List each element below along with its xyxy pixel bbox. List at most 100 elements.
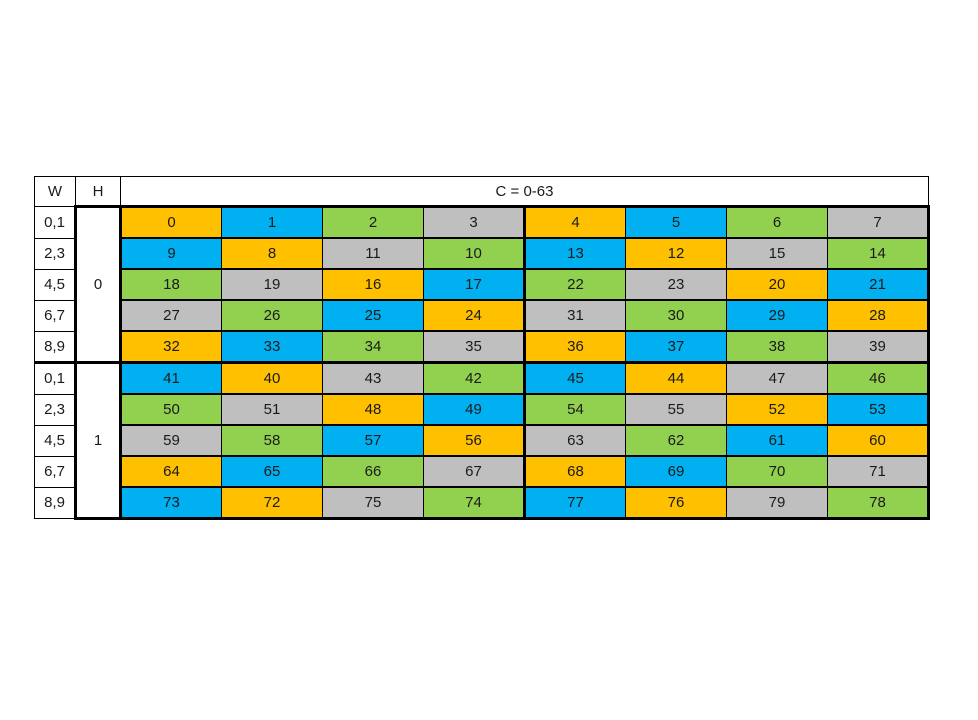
grid-cell: 65 xyxy=(221,455,323,488)
header-row: W H C = 0-63 xyxy=(34,176,929,207)
grid-cell: 29 xyxy=(726,299,828,332)
grid-cell: 46 xyxy=(827,361,930,395)
memory-layout-table: W H C = 0-63 0,1 0 0 1 2 3 4 5 6 7 2,3 9 8 11 10 13 12 15… xyxy=(34,176,930,520)
grid-cell: 57 xyxy=(322,424,424,457)
grid-cell: 22 xyxy=(523,268,626,301)
grid-cell: 28 xyxy=(827,299,930,332)
grid-cell: 68 xyxy=(523,455,626,488)
row-label: 8,9 xyxy=(34,330,76,364)
grid-cell: 64 xyxy=(119,455,222,488)
grid-cell: 77 xyxy=(523,486,626,520)
table-row: 2,3 9 8 11 10 13 12 15 14 xyxy=(34,237,930,270)
grid-cell: 24 xyxy=(423,299,526,332)
grid-cell: 9 xyxy=(119,237,222,270)
grid-cell: 36 xyxy=(523,330,626,364)
grid-cell: 47 xyxy=(726,361,828,395)
grid-cell: 66 xyxy=(322,455,424,488)
row-label: 8,9 xyxy=(34,486,76,519)
grid-cell: 78 xyxy=(827,486,930,520)
grid-cell: 8 xyxy=(221,237,323,270)
grid-cell: 34 xyxy=(322,330,424,364)
grid-cell: 15 xyxy=(726,237,828,270)
row-label: 6,7 xyxy=(34,455,76,488)
grid-cell: 61 xyxy=(726,424,828,457)
table-row: 2,3 50 51 48 49 54 55 52 53 xyxy=(34,393,930,426)
grid-cell: 79 xyxy=(726,486,828,520)
table-row: 4,5 59 58 57 56 63 62 61 60 xyxy=(34,424,930,457)
grid-cell: 74 xyxy=(423,486,526,520)
grid-cell: 1 xyxy=(221,205,323,239)
grid-cell: 5 xyxy=(625,205,727,239)
grid-cell: 20 xyxy=(726,268,828,301)
grid-cell: 4 xyxy=(523,205,626,239)
grid-cell: 40 xyxy=(221,361,323,395)
grid-cell: 50 xyxy=(119,393,222,426)
grid-cell: 23 xyxy=(625,268,727,301)
grid-cell: 25 xyxy=(322,299,424,332)
grid-cell: 31 xyxy=(523,299,626,332)
table-row: 0,1 1 41 40 43 42 45 44 47 46 xyxy=(34,361,930,520)
table-row: 6,7 64 65 66 67 68 69 70 71 xyxy=(34,455,930,488)
grid-cell: 35 xyxy=(423,330,526,364)
grid-cell: 72 xyxy=(221,486,323,520)
grid-cell: 49 xyxy=(423,393,526,426)
grid-cell: 73 xyxy=(119,486,222,520)
row-label: 0,1 xyxy=(34,362,76,395)
table-row: 0,1 0 0 1 2 3 4 5 6 7 xyxy=(34,205,930,364)
table-row: 8,9 32 33 34 35 36 37 38 39 xyxy=(34,330,930,364)
grid-cell: 52 xyxy=(726,393,828,426)
col-header-c: C = 0-63 xyxy=(120,176,929,207)
grid-cell: 6 xyxy=(726,205,828,239)
grid-cell: 53 xyxy=(827,393,930,426)
table-row: 6,7 27 26 25 24 31 30 29 28 xyxy=(34,299,930,332)
grid-cell: 26 xyxy=(221,299,323,332)
row-label: 4,5 xyxy=(34,268,76,301)
grid-cell: 60 xyxy=(827,424,930,457)
table-row: 8,9 73 72 75 74 77 76 79 78 xyxy=(34,486,930,520)
grid-cell: 37 xyxy=(625,330,727,364)
grid-cell: 41 xyxy=(119,361,222,395)
grid-cell: 10 xyxy=(423,237,526,270)
row-label: 2,3 xyxy=(34,393,76,426)
row-label: 4,5 xyxy=(34,424,76,457)
grid-cell: 11 xyxy=(322,237,424,270)
grid-cell: 17 xyxy=(423,268,526,301)
grid-cell: 63 xyxy=(523,424,626,457)
grid-cell: 2 xyxy=(322,205,424,239)
table-body: 0,1 0 0 1 2 3 4 5 6 7 2,3 9 8 11 10 13 12 15 14 4,5 18 19 16 17… xyxy=(34,205,930,520)
row-label: 2,3 xyxy=(34,237,76,270)
grid-cell: 56 xyxy=(423,424,526,457)
grid-cell: 54 xyxy=(523,393,626,426)
row-label: 6,7 xyxy=(34,299,76,332)
grid-cell: 38 xyxy=(726,330,828,364)
grid-cell: 33 xyxy=(221,330,323,364)
grid-cell: 76 xyxy=(625,486,727,520)
grid-cell: 19 xyxy=(221,268,323,301)
grid-cell: 75 xyxy=(322,486,424,520)
grid-cell: 67 xyxy=(423,455,526,488)
col-header-w: W xyxy=(34,176,76,207)
grid-cell: 58 xyxy=(221,424,323,457)
grid-cell: 7 xyxy=(827,205,930,239)
grid-cell: 48 xyxy=(322,393,424,426)
grid-cell: 16 xyxy=(322,268,424,301)
grid-cell: 21 xyxy=(827,268,930,301)
grid-cell: 3 xyxy=(423,205,526,239)
grid-cell: 59 xyxy=(119,424,222,457)
col-header-h: H xyxy=(75,176,121,207)
h-value-cell: 1 xyxy=(74,361,122,520)
grid-cell: 32 xyxy=(119,330,222,364)
grid-cell: 70 xyxy=(726,455,828,488)
grid-cell: 55 xyxy=(625,393,727,426)
grid-cell: 42 xyxy=(423,361,526,395)
row-label: 0,1 xyxy=(34,206,76,239)
grid-cell: 44 xyxy=(625,361,727,395)
grid-cell: 39 xyxy=(827,330,930,364)
grid-cell: 13 xyxy=(523,237,626,270)
grid-cell: 14 xyxy=(827,237,930,270)
grid-cell: 27 xyxy=(119,299,222,332)
grid-cell: 12 xyxy=(625,237,727,270)
grid-cell: 71 xyxy=(827,455,930,488)
grid-cell: 45 xyxy=(523,361,626,395)
